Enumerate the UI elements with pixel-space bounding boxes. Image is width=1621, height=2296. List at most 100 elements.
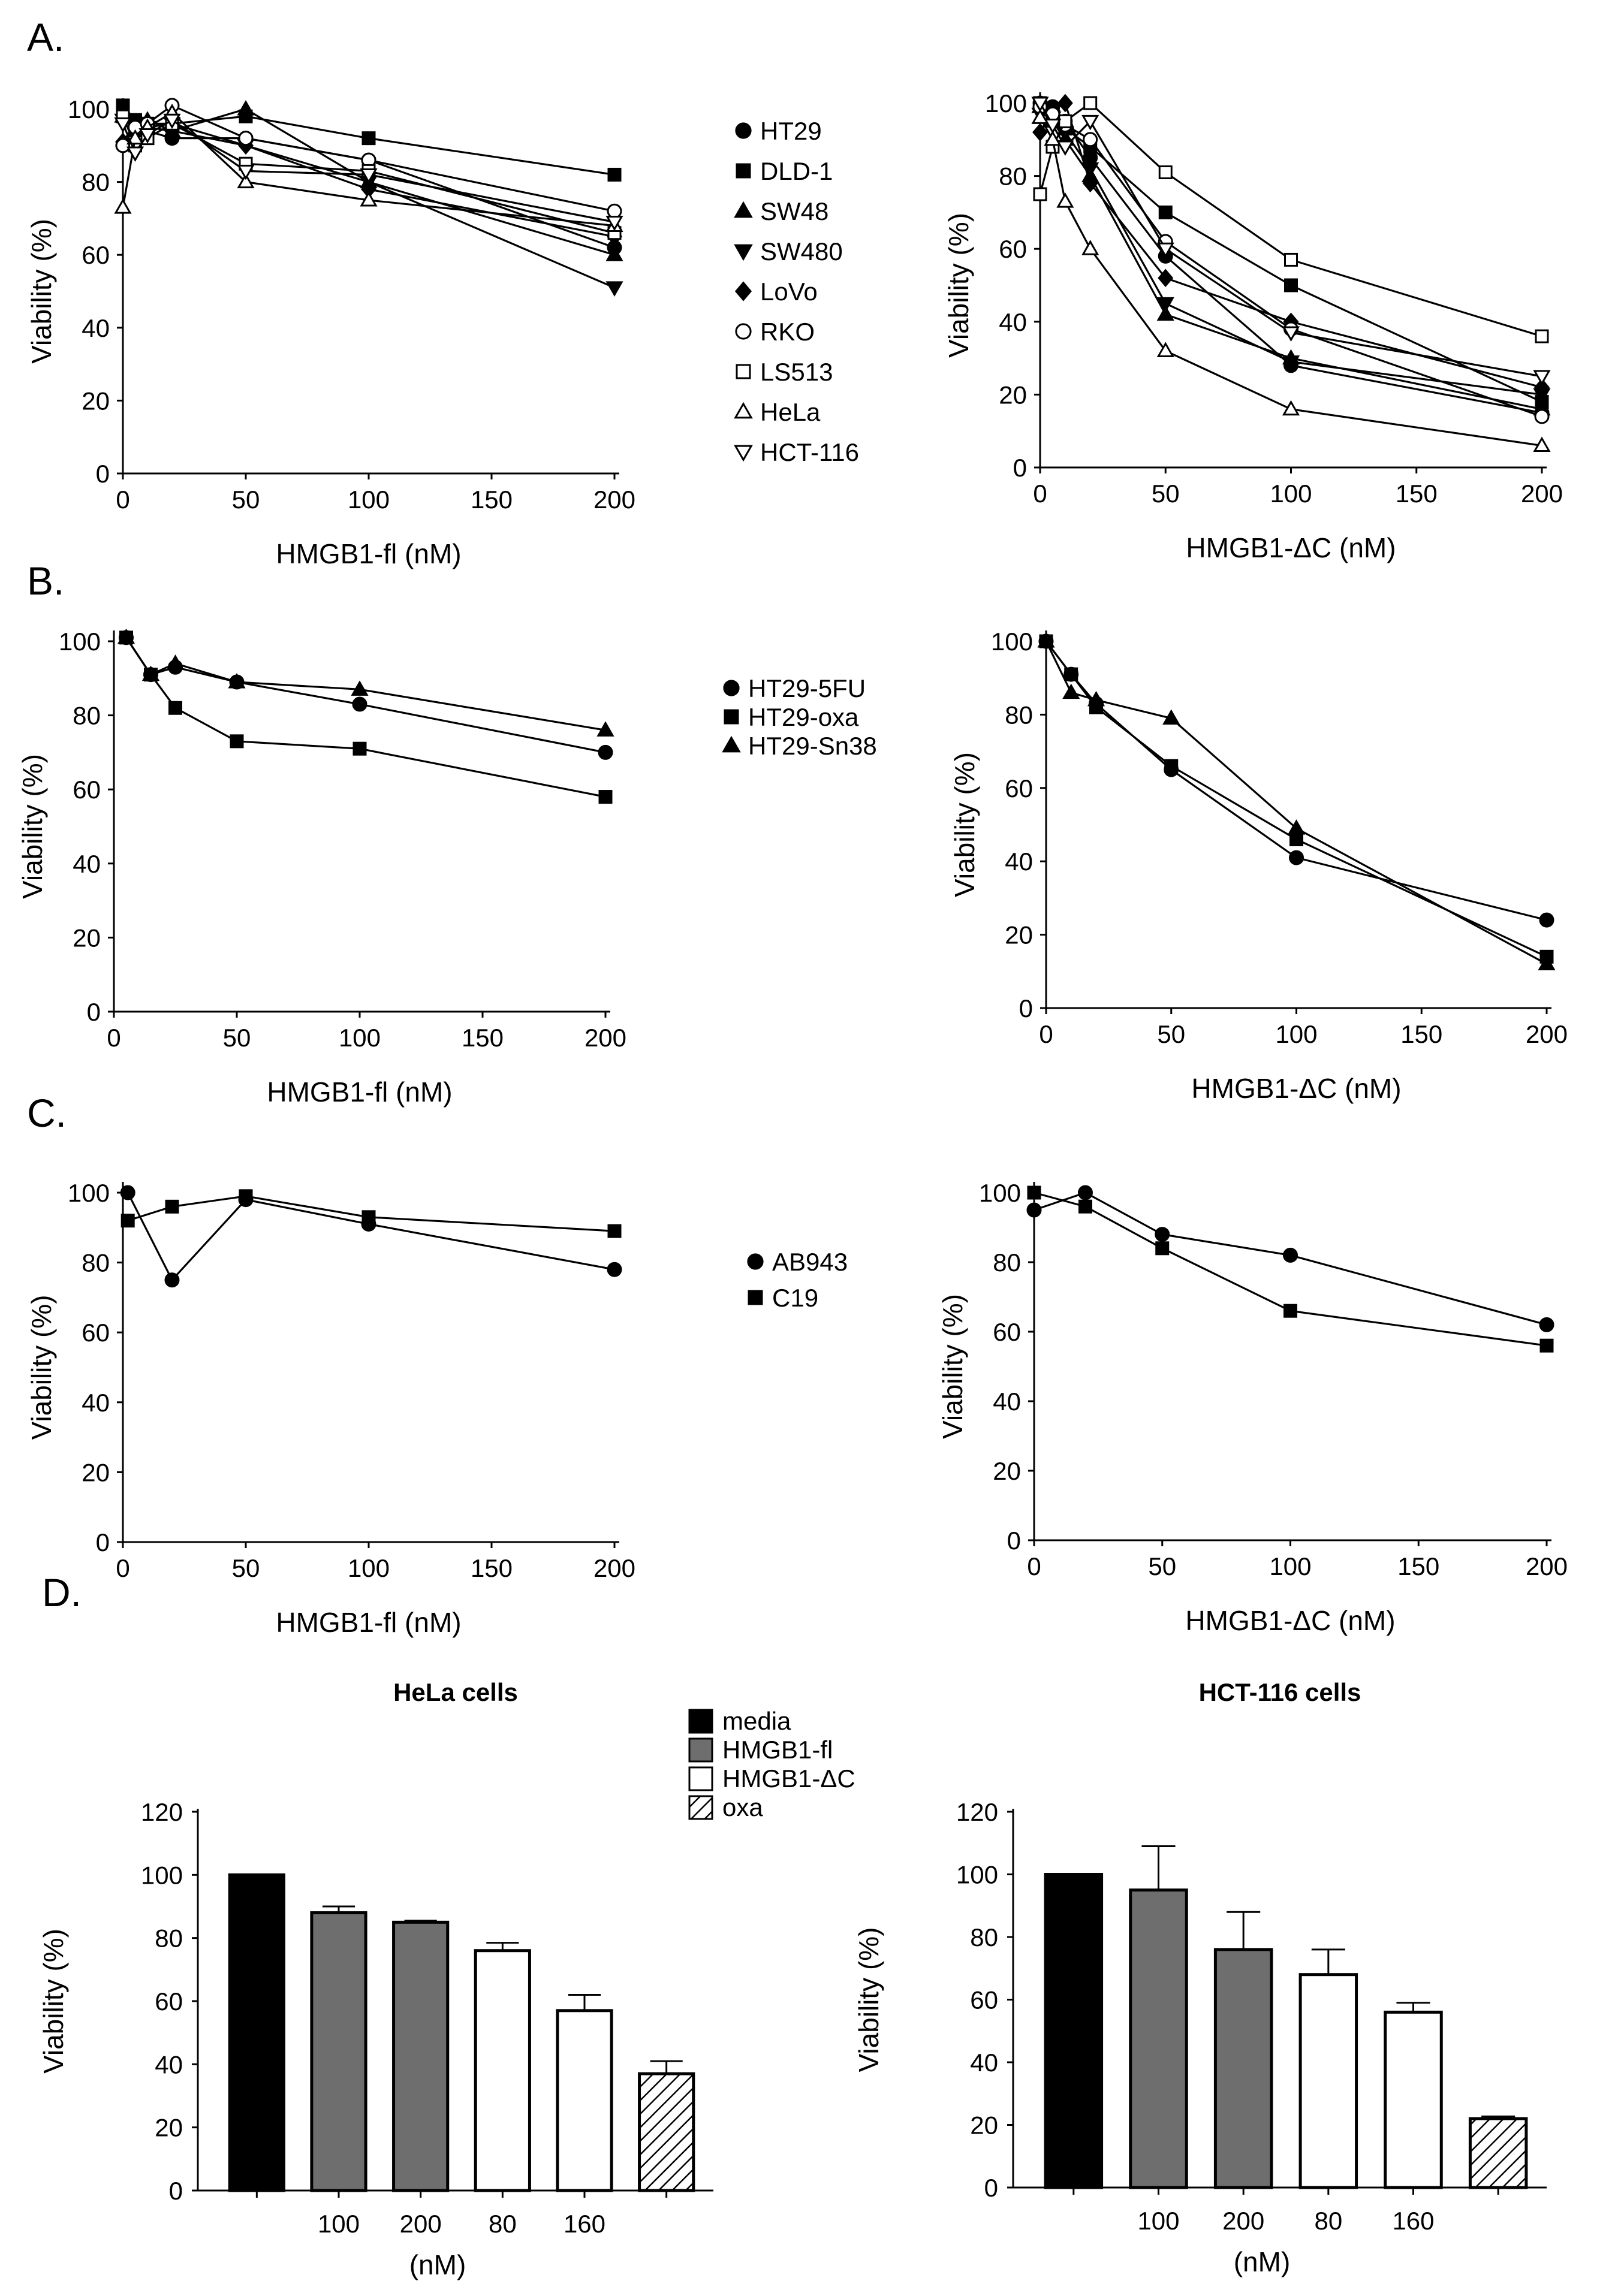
data-point-c19: [239, 1189, 253, 1203]
legend-marker-lovo: [734, 281, 752, 301]
y-axis-title: Viability (%): [943, 213, 974, 358]
data-point-hct-116: [138, 128, 156, 144]
data-point-lovo: [1032, 123, 1048, 141]
chart-a-right: 0 50 100 150 200 0 20 40 60 80 100 HMGB1-ΔC (nM) Via…: [943, 89, 1563, 563]
y-tick-label: 20: [999, 381, 1027, 409]
data-point-ht29-sn38: [117, 628, 135, 644]
data-point-ht29-oxa: [352, 741, 367, 756]
data-point-ht29-oxa: [230, 734, 244, 749]
y-tick-label: 0: [984, 2174, 998, 2202]
x-tick-label: 100: [1270, 479, 1312, 508]
data-point-hela: [114, 198, 132, 214]
data-point-hct-116: [126, 146, 144, 162]
x-tick-label: 50: [1157, 1020, 1185, 1048]
x-axis-title: HMGB1-ΔC (nM): [1185, 1605, 1395, 1636]
legend-label: HeLa: [760, 398, 821, 426]
legend-label: DLD-1: [760, 157, 833, 185]
y-tick-label: 40: [993, 1387, 1021, 1416]
legend-label: HT29: [760, 117, 822, 145]
data-point-ab943: [1283, 1247, 1298, 1263]
data-point-hct-116: [237, 164, 255, 180]
x-tick-label: 0: [116, 485, 129, 514]
y-tick-label: 80: [82, 168, 110, 197]
y-tick-label: 0: [169, 2177, 183, 2205]
y-tick-label: 40: [73, 850, 101, 878]
data-point-ht29-5fu: [1539, 912, 1554, 928]
bar-oxa: [638, 2072, 695, 2192]
y-tick-label: 20: [993, 1457, 1021, 1485]
series-line-c19: [1034, 1191, 1547, 1347]
data-point-c19: [1283, 1304, 1297, 1318]
data-point-hela: [1081, 240, 1099, 255]
y-tick-label: 40: [1005, 847, 1033, 876]
y-tick-label: 0: [1013, 454, 1027, 482]
data-point-ht29-sn38: [141, 665, 160, 681]
data-point-hct-116: [1282, 326, 1300, 342]
y-tick-label: 0: [87, 998, 101, 1026]
chart-title: HCT-116 cells: [1199, 1678, 1361, 1706]
legend-marker-ht29-5fu: [723, 680, 740, 696]
y-axis-title: Viability (%): [17, 754, 48, 899]
legend-marker-dld-1: [736, 163, 751, 179]
data-point-hct-116: [114, 117, 132, 133]
panel-label-d: D.: [42, 1570, 82, 1615]
data-point-ab943: [1078, 1185, 1093, 1200]
legend-label: SW48: [760, 197, 828, 225]
legend-marker-ab943: [747, 1253, 764, 1270]
series-line-ht29-oxa: [125, 636, 606, 798]
data-point-ht29-5fu: [352, 696, 367, 712]
x-tick-label: 150: [462, 1024, 504, 1052]
panel-label-a: A.: [27, 15, 64, 59]
chart-title: HeLa cells: [393, 1678, 518, 1706]
data-point-ab943: [1155, 1227, 1170, 1242]
data-point-c19: [165, 1199, 179, 1214]
y-tick-label: 80: [155, 1924, 183, 1953]
chart-a-left: 0 50 100 150 200 0 20 40 60 80 100 HMGB1-fl (nM) Via…: [26, 95, 859, 569]
data-point-ht29-oxa: [1289, 832, 1303, 846]
data-point-ht29-sn38: [1162, 709, 1180, 725]
legend-label: RKO: [760, 318, 815, 346]
series-line-ht29-sn38: [125, 636, 606, 731]
x-tick-label: 50: [232, 1554, 260, 1582]
x-tick-label: 100: [339, 1024, 381, 1052]
series-line-ht29-5fu: [1045, 641, 1547, 921]
data-point-c19: [1155, 1241, 1170, 1256]
data-point-hela: [126, 129, 144, 145]
bar-hmgb1-fl: [1213, 1948, 1273, 2189]
data-point-ab943: [607, 1262, 622, 1277]
data-point-sw48: [605, 246, 623, 261]
y-axis-title: Viability (%): [38, 1929, 69, 2074]
bar-media: [228, 1873, 285, 2192]
x-axis-title: (nM): [1234, 2246, 1291, 2277]
y-tick-label: 100: [68, 95, 110, 123]
y-tick-label: 60: [993, 1318, 1021, 1346]
data-point-ht29-sn38: [1538, 955, 1556, 971]
chart-b-left: 0 50 100 150 200 0 20 40 60 80 100 HMGB1-fl (nM) Via…: [17, 627, 877, 1108]
y-tick-label: 100: [985, 89, 1027, 117]
y-tick-label: 0: [96, 460, 110, 488]
data-point-c19: [120, 1214, 135, 1228]
x-axis-title: HMGB1-ΔC (nM): [1191, 1073, 1401, 1104]
data-point-ab943: [1539, 1317, 1554, 1332]
data-point-ht29-sn38: [1037, 632, 1055, 648]
data-point-sw480: [1282, 355, 1300, 371]
x-tick-label: 160: [564, 2210, 605, 2238]
x-tick-label: 160: [1392, 2207, 1434, 2235]
data-point-ab943: [1026, 1202, 1042, 1218]
x-tick-label: 200: [593, 1554, 635, 1582]
y-tick-label: 60: [73, 776, 101, 804]
legend-label: LS513: [760, 358, 833, 386]
legend-label: HT29-Sn38: [748, 732, 877, 760]
x-tick-label: 100: [348, 485, 390, 514]
y-axis-title: Viability (%): [949, 752, 980, 897]
x-tick-label: 0: [1027, 1552, 1041, 1580]
data-point-hct-116: [1056, 140, 1074, 156]
x-tick-label: 200: [593, 485, 635, 514]
data-point-ht29-sn38: [1087, 690, 1105, 707]
x-axis-title: HMGB1-fl (nM): [276, 538, 461, 569]
x-axis-title: HMGB1-fl (nM): [276, 1607, 461, 1638]
data-point-ls513: [1058, 114, 1072, 128]
x-tick-label: 200: [400, 2210, 442, 2238]
data-point-rko: [607, 203, 622, 219]
x-axis-title: HMGB1-fl (nM): [267, 1076, 452, 1108]
